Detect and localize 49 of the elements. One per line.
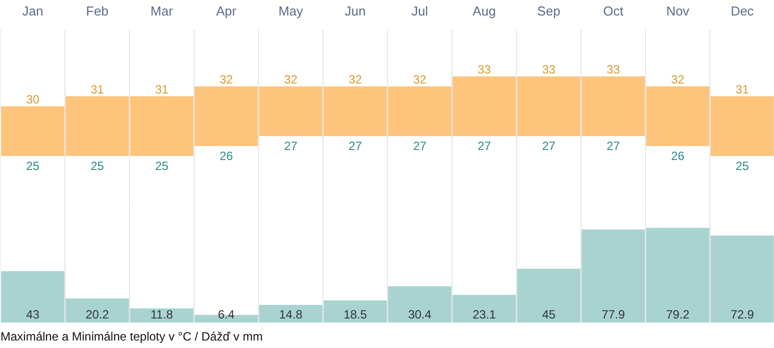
annotation: 27: [284, 139, 298, 154]
annotation: 27: [348, 139, 362, 154]
data-label: 77.9: [602, 308, 626, 322]
annotation: 32: [413, 72, 427, 86]
annotation: 31: [155, 82, 169, 96]
annotation: 27: [413, 139, 427, 154]
data-label: 45: [542, 308, 556, 322]
data-label: 72.9: [730, 308, 754, 322]
x-tick-label: Aug: [472, 4, 496, 18]
annotation: 31: [736, 82, 750, 96]
annotation: 25: [736, 158, 750, 173]
x-tick-label: Oct: [603, 4, 624, 18]
annotation: 31: [90, 82, 104, 96]
x-tick-label: Apr: [216, 4, 238, 18]
x-tick-label: Mar: [150, 4, 174, 18]
data-label: 14.8: [279, 308, 303, 322]
data-label: 30.4: [408, 308, 432, 322]
annotation: 32: [348, 72, 362, 86]
annotation: 27: [542, 139, 556, 154]
x-tick-label: Jun: [344, 4, 366, 18]
x-tick-label: Jul: [411, 4, 428, 18]
x-tick-label: Dec: [730, 4, 754, 18]
x-tick-label: Feb: [86, 4, 108, 18]
annotation: 26: [220, 149, 234, 164]
data-label: 6.4: [218, 308, 235, 322]
x-tick-label: Jan: [22, 4, 44, 18]
x-tick-label: Sep: [537, 4, 560, 18]
annotation: 27: [478, 139, 492, 154]
annotation: 25: [155, 158, 169, 173]
annotation: 27: [606, 139, 620, 154]
data-label: 20.2: [86, 308, 110, 322]
annotation: 32: [284, 72, 298, 86]
annotation: 33: [542, 62, 556, 76]
text: Maximálne a Minimálne teploty v °C / Dážď v mm: [0, 330, 263, 344]
annotation: 30: [26, 92, 40, 106]
data-label: 18.5: [344, 308, 368, 322]
annotation: 32: [220, 72, 234, 86]
x-tick-label: Nov: [666, 4, 690, 18]
annotation: 25: [26, 158, 40, 173]
data-label: 43: [26, 308, 40, 322]
data-label: 11.8: [150, 308, 174, 322]
data-label: 23.1: [472, 308, 496, 322]
data-label: 79.2: [666, 308, 690, 322]
annotation: 26: [671, 149, 685, 164]
annotation: 25: [90, 158, 104, 173]
x-tick-label: May: [278, 4, 304, 18]
annotation: 33: [606, 62, 620, 76]
annotation: 33: [478, 62, 492, 76]
annotation: 32: [671, 72, 685, 86]
